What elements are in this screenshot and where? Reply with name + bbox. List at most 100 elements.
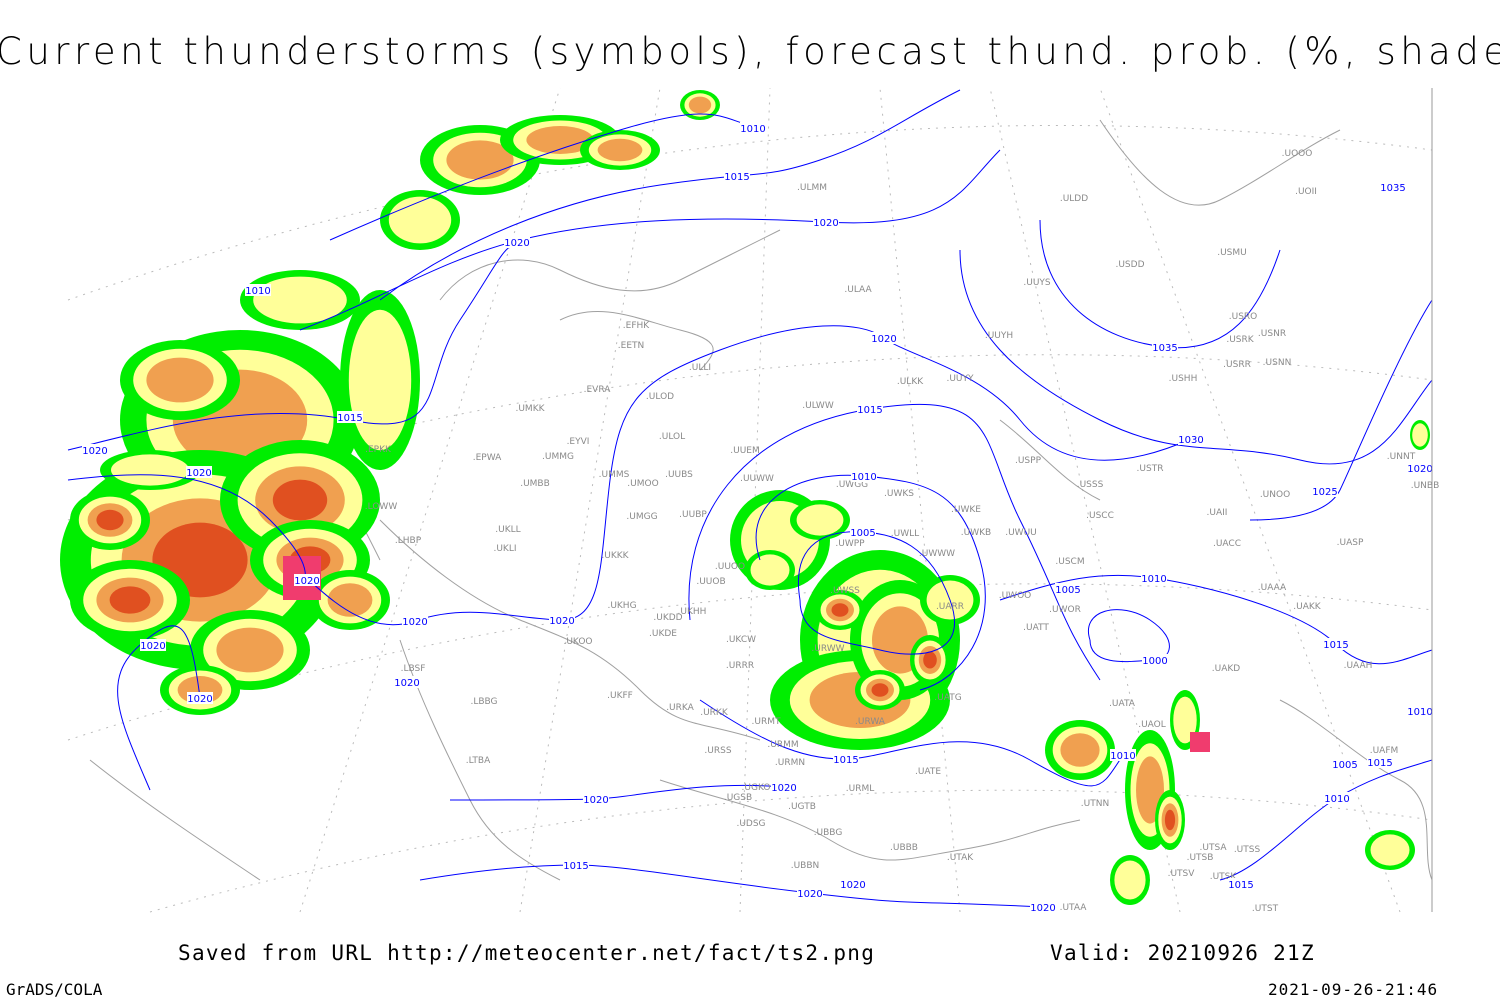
station-label: .UAFM xyxy=(1370,746,1399,756)
isobar-label: 1015 xyxy=(857,405,882,416)
isobar-label: 1005 xyxy=(1332,760,1357,771)
isobar-label: 1020 xyxy=(402,617,427,628)
station-label: .EVRA xyxy=(584,385,612,395)
isobar-label: 1035 xyxy=(1152,343,1177,354)
isobar-labels: 1010 1015 1020 1020 1010 1015 1020 1020 1020 1020… xyxy=(82,122,1433,914)
station-label: .UDSG xyxy=(736,819,765,829)
station-label: .USSS xyxy=(1077,480,1104,490)
probability-area-mid xyxy=(1370,834,1410,866)
isobar-label: 1015 xyxy=(1323,640,1348,651)
station-label: .UWSS xyxy=(830,586,860,596)
isobar-label: 1010 xyxy=(851,472,876,483)
valid-time: Valid: 20210926 21Z xyxy=(1050,941,1315,965)
map-title: Current thunderstorms (symbols), forecas… xyxy=(0,30,1500,73)
station-label: .UUYS xyxy=(1023,278,1051,288)
station-label: .UASP xyxy=(1337,538,1364,548)
isobar-label-bg xyxy=(186,466,212,478)
isobar-label: 1030 xyxy=(1178,435,1203,446)
probability-area-high xyxy=(327,583,373,617)
isobar-label-bg xyxy=(813,216,839,228)
station-label: .LHBP xyxy=(395,536,422,546)
station-label: .UUBS xyxy=(665,470,693,480)
isobar-label-bg xyxy=(549,614,575,626)
meridian-line xyxy=(739,87,771,913)
station-label: .UWOR xyxy=(1049,605,1081,615)
isobar-line xyxy=(299,149,1001,331)
isobar-label: 1025 xyxy=(1312,487,1337,498)
isobar-label: 1015 xyxy=(337,413,362,424)
isobar-label: 1015 xyxy=(563,861,588,872)
station-label: .UNOO xyxy=(1260,490,1290,500)
station-label: .UWWW xyxy=(919,549,955,559)
isobar-label-bg xyxy=(771,781,797,793)
station-label: .EETN xyxy=(618,341,644,351)
isobar-label: 1020 xyxy=(583,795,608,806)
isobar-label-bg xyxy=(394,676,420,688)
probability-area-max xyxy=(923,651,937,669)
isobar-label: 1020 xyxy=(771,783,796,794)
isobar-line xyxy=(999,574,1433,665)
station-label: .ULOL xyxy=(659,432,685,442)
station-label: .UTSS xyxy=(1234,845,1261,855)
station-label: .LBSF xyxy=(401,664,426,674)
isobar-label-bg xyxy=(871,332,897,344)
probability-area-mid xyxy=(796,504,844,536)
isobar-label-bg xyxy=(1055,583,1081,595)
coastline xyxy=(559,310,714,371)
station-label: .UACC xyxy=(1213,539,1241,549)
station-label: .UAKK xyxy=(1293,602,1322,612)
isobar-line xyxy=(755,474,986,691)
station-label: .USTR xyxy=(1137,464,1164,474)
meridian-line xyxy=(519,87,661,913)
coastline xyxy=(439,229,781,301)
station-label: .URWW xyxy=(811,644,844,654)
station-label: .URSS xyxy=(704,746,731,756)
station-label: .UTNN xyxy=(1081,799,1109,809)
isobar-label: 1015 xyxy=(724,172,749,183)
isobar-label: 1020 xyxy=(504,238,529,249)
isobar-label-bg xyxy=(563,859,589,871)
isobar-label-bg xyxy=(850,526,876,538)
isobar-label-bg xyxy=(1152,341,1178,353)
station-label: .USPP xyxy=(1015,456,1042,466)
isobar-label-bg xyxy=(504,236,530,248)
probability-area-high xyxy=(446,140,514,180)
station-label: .UWKS xyxy=(884,489,914,499)
station-label: .UKFF xyxy=(607,691,633,701)
station-label: .EFHK xyxy=(623,321,650,331)
station-label: .UARR xyxy=(936,602,964,612)
station-label: .UMKK xyxy=(515,404,545,414)
isobar-label: 1015 xyxy=(1367,758,1392,769)
isobar-label-bg xyxy=(402,615,428,627)
isobar-label: 1020 xyxy=(394,678,419,689)
station-label: .UATE xyxy=(915,767,941,777)
station-label: .UUOO xyxy=(715,562,745,572)
isobar-label-bg xyxy=(740,122,766,134)
station-label: .UAKD xyxy=(1212,664,1241,674)
station-label: .UMGG xyxy=(626,512,657,522)
isobar-label: 1020 xyxy=(840,880,865,891)
isobar-label: 1015 xyxy=(833,755,858,766)
station-label: .USDD xyxy=(1115,260,1144,270)
station-label: .UKDE xyxy=(649,629,677,639)
isobar-label-bg xyxy=(1142,654,1168,666)
isobar-label: 1020 xyxy=(797,889,822,900)
probability-area-max xyxy=(96,509,124,531)
station-label: .UUYY xyxy=(946,374,974,384)
meridian-line xyxy=(299,87,561,913)
isobar-line xyxy=(379,89,961,301)
software-credit: GrADS/COLA xyxy=(6,980,103,999)
station-label: .USNN xyxy=(1263,358,1292,368)
isobar-line xyxy=(419,864,1044,908)
station-label: .URKK xyxy=(700,708,729,718)
probability-area-high xyxy=(597,138,643,162)
isobar-line xyxy=(688,403,1101,681)
station-label: .LBBG xyxy=(470,697,497,707)
isobar-label-bg xyxy=(857,403,883,415)
isobar-label-bg xyxy=(140,639,166,651)
probability-area-mid xyxy=(750,554,790,586)
isobar-label: 1020 xyxy=(82,446,107,457)
station-label: .UTAK xyxy=(947,853,974,863)
station-label: .ULDD xyxy=(1060,194,1088,204)
station-label: .UATA xyxy=(1109,699,1136,709)
